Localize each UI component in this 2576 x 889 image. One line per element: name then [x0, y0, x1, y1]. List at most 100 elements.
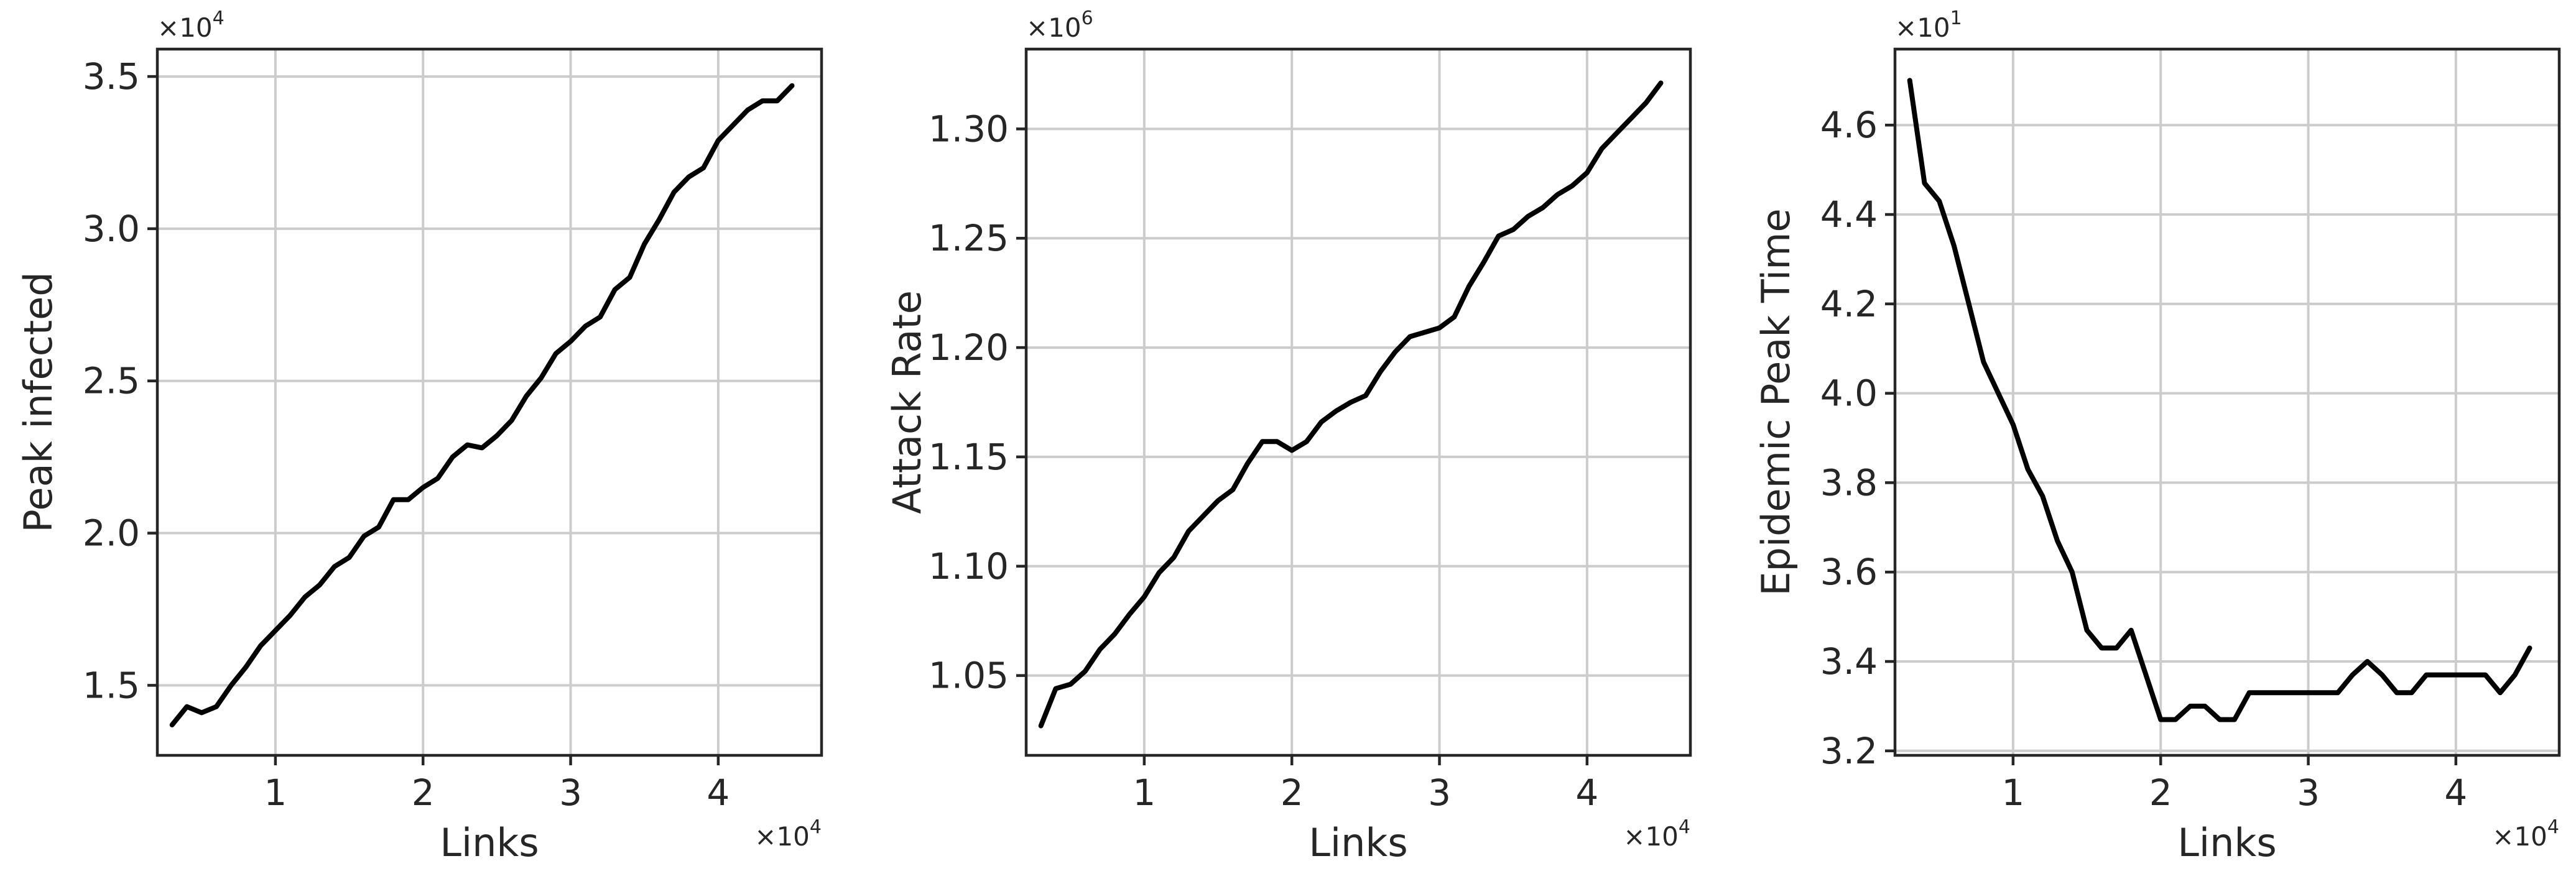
data-point [1555, 193, 1559, 196]
data-point [716, 139, 720, 142]
data-point [1275, 440, 1279, 443]
x-axis-label: Links [1309, 820, 1407, 865]
y-tick-label: 4.2 [1820, 283, 1878, 325]
data-point [2262, 691, 2266, 694]
data-point [642, 242, 646, 246]
data-point [1054, 687, 1057, 691]
data-point [1423, 330, 1427, 334]
data-point [2439, 673, 2443, 677]
y-axis-label: Epidemic Peak Time [1753, 208, 1799, 596]
x-offset-multiplier: ×104 [1623, 816, 1690, 852]
x-tick-label: 2 [2149, 772, 2172, 814]
data-point [628, 275, 631, 279]
data-point [2469, 673, 2473, 677]
y-axis-label: Attack Rate [884, 290, 930, 514]
y-tick-label: 1.30 [929, 108, 1009, 150]
data-point [2144, 673, 2147, 677]
data-point [1172, 556, 1175, 560]
data-point [1585, 171, 1589, 175]
data-point [613, 288, 617, 292]
data-point [244, 665, 248, 669]
data-point [377, 525, 381, 529]
data-point [1113, 632, 1116, 636]
y-tick-label: 1.20 [929, 326, 1009, 369]
data-point [2218, 717, 2222, 721]
data-point [1305, 440, 1309, 443]
data-point [480, 446, 484, 449]
y-tick-label: 4.0 [1820, 372, 1878, 415]
data-point [583, 325, 587, 328]
data-point [200, 711, 203, 714]
data-point [1231, 488, 1235, 492]
data-point [2483, 673, 2487, 677]
x-axis-label: Links [2177, 820, 2276, 865]
data-point [333, 564, 336, 568]
data-point [1511, 228, 1515, 231]
data-point [1408, 334, 1412, 338]
x-tick-label: 4 [1575, 772, 1598, 814]
data-point [1246, 461, 1249, 465]
x-tick-label: 1 [2001, 772, 2024, 814]
data-point [2498, 691, 2502, 694]
data-point [2454, 673, 2458, 677]
data-point [1967, 302, 1971, 306]
data-point [776, 99, 779, 103]
data-point [1937, 199, 1941, 203]
data-point [2248, 691, 2251, 694]
data-point [1629, 116, 1633, 120]
data-point [1290, 448, 1294, 452]
x-tick-label: 4 [2444, 772, 2467, 814]
data-point [1083, 670, 1087, 673]
data-point [1541, 206, 1545, 210]
data-point [554, 352, 558, 356]
data-point [1393, 350, 1397, 354]
y-tick-label: 3.6 [1820, 551, 1878, 593]
y-tick-label: 3.2 [1820, 730, 1878, 772]
data-point [1615, 131, 1618, 135]
chart-panel-1: 1 2 3 4 1.5 2.0 2.5 3.0 3.5 Links Peak infected ×10… [16, 7, 823, 865]
data-point [2100, 646, 2103, 650]
data-point [1922, 182, 1926, 185]
y-tick-label: 3.4 [1820, 640, 1878, 683]
data-point [289, 614, 292, 617]
y-tick-label: 1.15 [929, 436, 1009, 478]
data-point [2410, 691, 2414, 694]
x-tick-label: 3 [1428, 772, 1451, 814]
data-point [465, 443, 469, 447]
data-point [2041, 494, 2044, 498]
data-point [2026, 468, 2030, 471]
data-point [1202, 514, 1205, 518]
data-point [1320, 420, 1323, 424]
data-point [2513, 673, 2517, 677]
data-point [1482, 260, 1486, 264]
data-point [2233, 717, 2236, 721]
data-point [2011, 423, 2015, 426]
data-point [2424, 673, 2428, 677]
data-point [229, 683, 233, 687]
y-offset-multiplier: ×104 [157, 7, 225, 43]
data-point [746, 108, 749, 112]
data-point [1261, 440, 1264, 443]
data-point [2365, 660, 2369, 663]
data-point [2395, 691, 2399, 694]
y-offset-multiplier: ×101 [1895, 7, 1962, 43]
data-point [687, 175, 690, 179]
x-tick-label: 3 [2297, 772, 2320, 814]
data-point [1039, 724, 1043, 728]
data-point [495, 434, 499, 438]
data-point [672, 190, 676, 194]
data-point [185, 705, 188, 709]
data-point [259, 644, 262, 648]
series-line [1038, 80, 1664, 729]
x-tick-label: 1 [1133, 772, 1156, 814]
y-tick-label: 1.5 [83, 664, 140, 706]
data-point [2085, 629, 2089, 632]
data-point [598, 315, 602, 319]
data-point [392, 498, 396, 502]
data-point [569, 339, 573, 343]
axes-frame [1893, 47, 2561, 757]
data-point [451, 455, 455, 459]
data-point [1349, 400, 1353, 404]
data-point [2292, 691, 2296, 694]
y-tick-label: 4.6 [1820, 104, 1878, 146]
